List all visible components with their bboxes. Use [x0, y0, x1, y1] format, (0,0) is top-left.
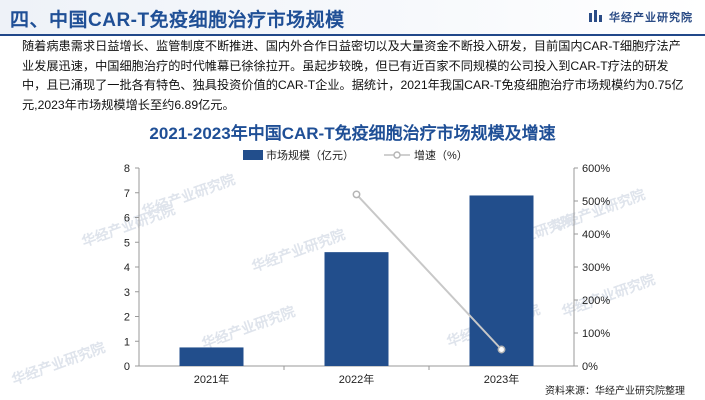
- y-right-tick-label: 100%: [582, 328, 610, 340]
- y-left-tick-label: 6: [124, 213, 130, 225]
- brand: 华经产业研究院: [589, 9, 693, 25]
- x-tick-label: 2023年: [484, 372, 519, 386]
- bar-2023年: [469, 195, 534, 366]
- brand-name: 华经产业研究院: [609, 12, 693, 24]
- legend-label-line: 增速（%）: [414, 148, 468, 162]
- x-tick-label: 2021年: [194, 372, 229, 386]
- y-right-tick-label: 500%: [582, 196, 610, 208]
- y-right-tick-label: 600%: [582, 163, 610, 175]
- chart-title: 2021-2023年中国CAR-T免疫细胞治疗市场规模及增速: [149, 124, 556, 143]
- growth-point-2022年: [352, 190, 361, 199]
- y-right-tick-label: 300%: [582, 262, 610, 274]
- y-right-tick-label: 400%: [582, 229, 610, 241]
- legend-label-bar: 市场规模（亿元）: [266, 148, 354, 162]
- y-left-tick-label: 5: [124, 237, 130, 249]
- header-bar: 四、中国CAR-T免疫细胞治疗市场规模 华经产业研究院: [0, 0, 705, 36]
- y-left-tick-label: 2: [124, 312, 130, 324]
- page-title: 四、中国CAR-T免疫细胞治疗市场规模: [10, 10, 345, 31]
- y-left-tick-label: 4: [124, 262, 130, 274]
- y-left-tick-label: 7: [124, 188, 130, 200]
- y-left-tick-label: 0: [124, 361, 130, 373]
- brand-logo-icon: [589, 10, 602, 22]
- y-left-tick-label: 1: [124, 336, 130, 348]
- growth-point-2023年: [497, 345, 506, 354]
- watermark-text: 华经产业研究院: [140, 171, 238, 220]
- y-right-tick-label: 200%: [582, 295, 610, 307]
- y-right-tick-label: 0%: [582, 361, 598, 373]
- y-left-tick-label: 8: [124, 163, 130, 175]
- watermark-text: 华经产业研究院: [200, 303, 298, 352]
- watermark-text: 华经产业研究院: [10, 339, 108, 388]
- bar-2021年: [179, 347, 244, 366]
- legend-swatch-bar: [243, 150, 263, 160]
- intro-paragraph: 随着病患需求日益增长、监管制度不断推进、国内外合作日益密切以及大量资金不断投入研…: [22, 39, 684, 112]
- x-tick-label: 2022年: [339, 372, 374, 386]
- bar-2022年: [324, 252, 389, 366]
- growth-line: [355, 193, 503, 351]
- source-note: 资料来源：华经产业研究院整理: [545, 386, 685, 397]
- legend-swatch-point: [393, 151, 401, 159]
- y-left-tick-label: 3: [124, 287, 130, 299]
- watermark-text: 华经产业研究院: [550, 186, 648, 235]
